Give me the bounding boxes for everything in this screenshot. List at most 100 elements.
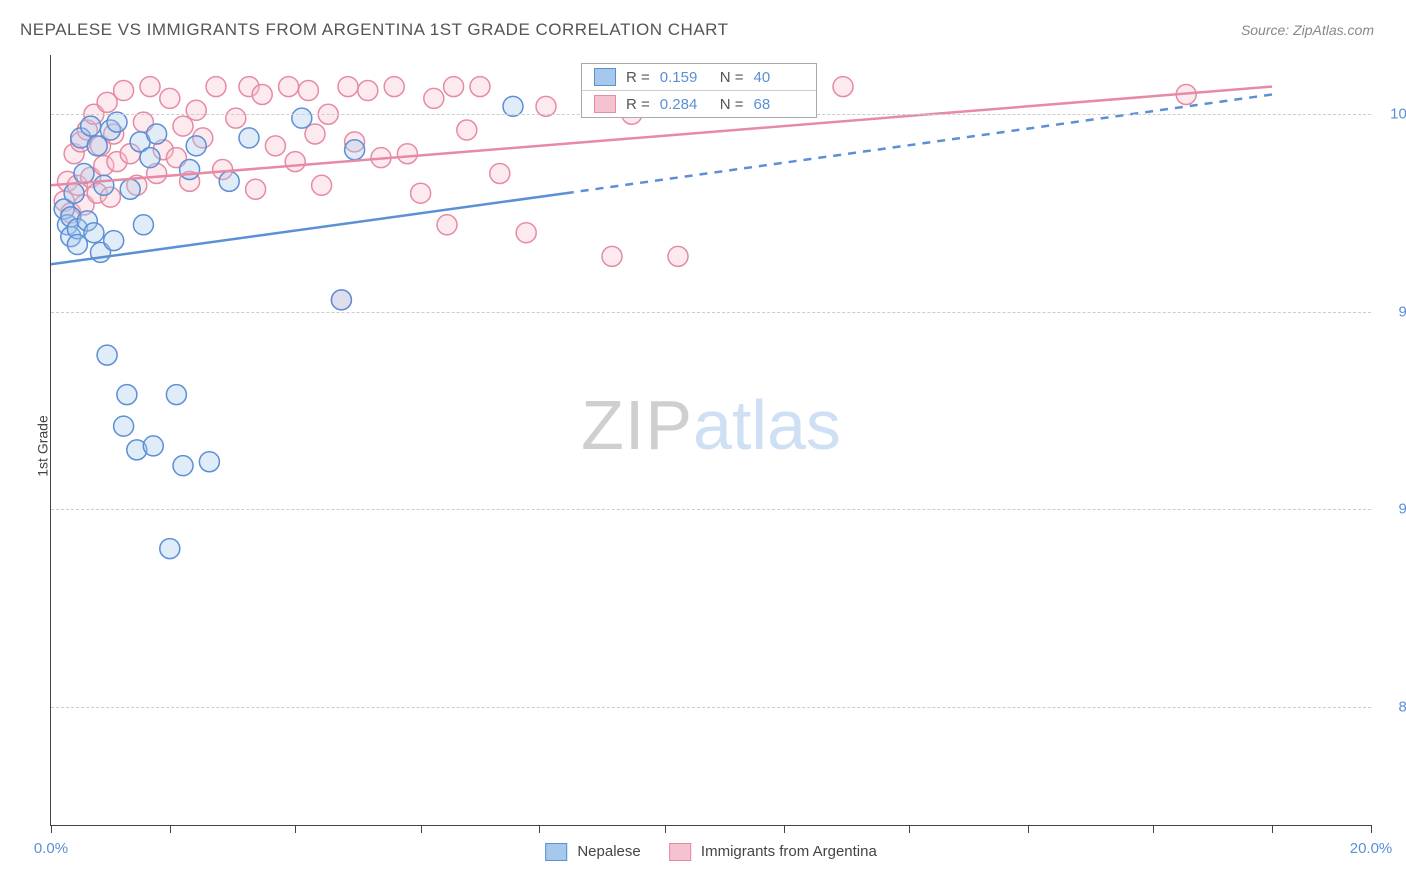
xtick [1028,825,1029,833]
data-point [140,148,160,168]
data-point [147,124,167,144]
grid-line [51,509,1371,510]
data-point [199,452,219,472]
data-point [470,77,490,97]
ytick-label: 85.0% [1398,698,1406,715]
y-axis-label: 1st Grade [35,415,51,476]
data-point [97,345,117,365]
data-point [114,81,134,101]
xtick [784,825,785,833]
plot-area: ZIPatlas 85.0%90.0%95.0%100.0% 0.0%20.0%… [50,55,1371,826]
xtick-label: 20.0% [1350,840,1393,857]
data-point [84,223,104,243]
data-point [331,290,351,310]
data-point [265,136,285,156]
data-point [252,84,272,104]
data-point [140,77,160,97]
chart-title: NEPALESE VS IMMIGRANTS FROM ARGENTINA 1S… [20,20,729,40]
xtick [1371,825,1372,833]
xtick [295,825,296,833]
data-point [246,179,266,199]
data-point [602,246,622,266]
source-attribution: Source: ZipAtlas.com [1241,22,1374,38]
data-point [206,77,226,97]
stats-legend-box: R = 0.159 N = 40 R = 0.284 N = 68 [581,63,817,118]
data-point [64,183,84,203]
data-point [219,171,239,191]
data-point [94,175,114,195]
data-point [384,77,404,97]
ytick-label: 100.0% [1390,106,1406,123]
grid-line [51,312,1371,313]
trend-line [51,193,566,264]
legend-label-argentina: Immigrants from Argentina [701,843,877,860]
stats-row-nepalese: R = 0.159 N = 40 [582,64,816,90]
legend-swatch-argentina [669,843,691,861]
swatch-nepalese [594,68,616,86]
xtick [909,825,910,833]
grid-line [51,707,1371,708]
legend-swatch-nepalese [545,843,567,861]
r-label: R = [626,96,650,113]
data-point [397,144,417,164]
data-point [457,120,477,140]
n-label: N = [720,96,744,113]
data-point [166,385,186,405]
r-value-argentina: 0.284 [660,96,710,113]
data-point [186,136,206,156]
legend-bottom: Nepalese Immigrants from Argentina [545,843,877,861]
r-value-nepalese: 0.159 [660,69,710,86]
data-point [180,160,200,180]
data-point [173,456,193,476]
data-point [312,175,332,195]
legend-label-nepalese: Nepalese [577,843,640,860]
data-point [833,77,853,97]
data-point [114,416,134,436]
data-point [345,140,365,160]
n-value-argentina: 68 [754,96,804,113]
data-point [133,215,153,235]
xtick-label: 0.0% [34,840,68,857]
legend-item-nepalese: Nepalese [545,843,641,861]
data-point [338,77,358,97]
data-point [226,108,246,128]
data-point [285,152,305,172]
swatch-argentina [594,95,616,113]
r-label: R = [626,69,650,86]
xtick [170,825,171,833]
n-value-nepalese: 40 [754,69,804,86]
xtick [421,825,422,833]
data-point [117,385,137,405]
data-point [160,539,180,559]
data-point [143,436,163,456]
data-point [74,163,94,183]
data-point [173,116,193,136]
legend-item-argentina: Immigrants from Argentina [669,843,877,861]
xtick [539,825,540,833]
data-point [516,223,536,243]
data-point [424,88,444,108]
data-point [490,163,510,183]
xtick [51,825,52,833]
data-point [444,77,464,97]
data-point [668,246,688,266]
xtick [1153,825,1154,833]
data-point [358,81,378,101]
data-point [437,215,457,235]
stats-row-argentina: R = 0.284 N = 68 [582,90,816,117]
data-point [81,116,101,136]
chart-svg [51,55,1371,825]
ytick-label: 90.0% [1398,501,1406,518]
data-point [239,128,259,148]
xtick [665,825,666,833]
data-point [160,88,180,108]
n-label: N = [720,69,744,86]
data-point [292,108,312,128]
data-point [104,231,124,251]
data-point [186,100,206,120]
data-point [120,179,140,199]
xtick [1272,825,1273,833]
data-point [87,136,107,156]
data-point [279,77,299,97]
data-point [305,124,325,144]
